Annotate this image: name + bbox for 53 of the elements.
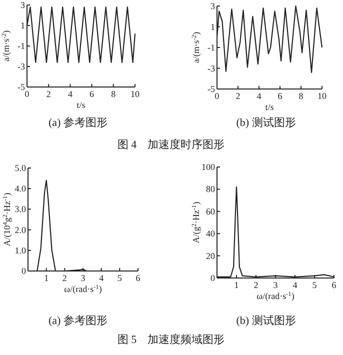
text: (b) 测试图形 [236,116,296,129]
x-tick-label: 1 [234,280,239,290]
caption: 图 5 加速度频域图形 [117,333,225,346]
y-tick-label: 2.0 [14,224,26,235]
x-axis-title: ω/(rad·s$^{-1}$) [256,290,294,301]
y-tick-label: 40 [206,228,216,239]
text: (b) 测试图形 [236,314,296,327]
x-tick-label: 5 [312,280,318,290]
x-tick-label: 6 [278,91,283,101]
x-tick-label: 5 [117,273,122,283]
x-tick-label: 10 [318,91,327,101]
y-tick-label: 0 [22,266,26,276]
x-tick-label: 4 [99,273,104,283]
x-tick-label: 3 [80,273,86,283]
y-tick-label: 60 [206,206,216,216]
y-tick-label: 3 [210,1,216,11]
x-tick-label: 2 [62,273,67,283]
x-axis-title: t/s [76,100,86,110]
x-tick-label: 2 [236,91,240,101]
x-tick-label: 1 [44,273,49,283]
y-tick-label: 1.0 [14,245,26,256]
x-tick-label: 2 [46,89,51,99]
x-tick-label: 4 [292,280,298,290]
y-tick-label: 1 [20,20,25,30]
y-tick-label: 3 [20,0,26,10]
x-tick-label: 8 [298,91,304,101]
x-tick-label: 4 [68,89,73,99]
x-tick-label: 4 [256,91,262,101]
x-tick-label: 8 [111,89,116,99]
y-tick-label: -5 [208,84,216,94]
x-tick-label: 6 [90,89,95,99]
y-tick-label: -5 [18,82,26,92]
x-tick-label: 2 [254,280,258,290]
y-tick-label: -1 [18,41,25,51]
y-tick-label: -3 [18,62,26,72]
y-tick-label: 80 [206,184,216,194]
x-tick-label: 6 [136,273,141,283]
y-tick-label: -1 [208,42,215,52]
y-tick-label: 100 [202,162,216,172]
y-tick-label: 3.0 [14,204,26,214]
y-tick-label: 4.0 [14,184,26,194]
text: (a) 参考图形 [48,314,108,327]
y-tick-label: 5.0 [14,163,26,173]
y-tick-label: -3 [208,63,216,74]
x-tick-label: 6 [332,280,337,290]
x-axis-title: t/s [265,102,274,112]
x-tick-label: 10 [130,89,140,99]
y-tick-label: 1 [210,22,215,32]
x-tick-label: 3 [273,280,278,290]
caption: 图 4 加速度时序图形 [117,138,225,151]
x-axis-title: ω/(rad·s$^{-1}$) [64,284,102,294]
text: (a) 参考图形 [48,116,108,129]
y-tick-label: 20 [206,250,216,261]
